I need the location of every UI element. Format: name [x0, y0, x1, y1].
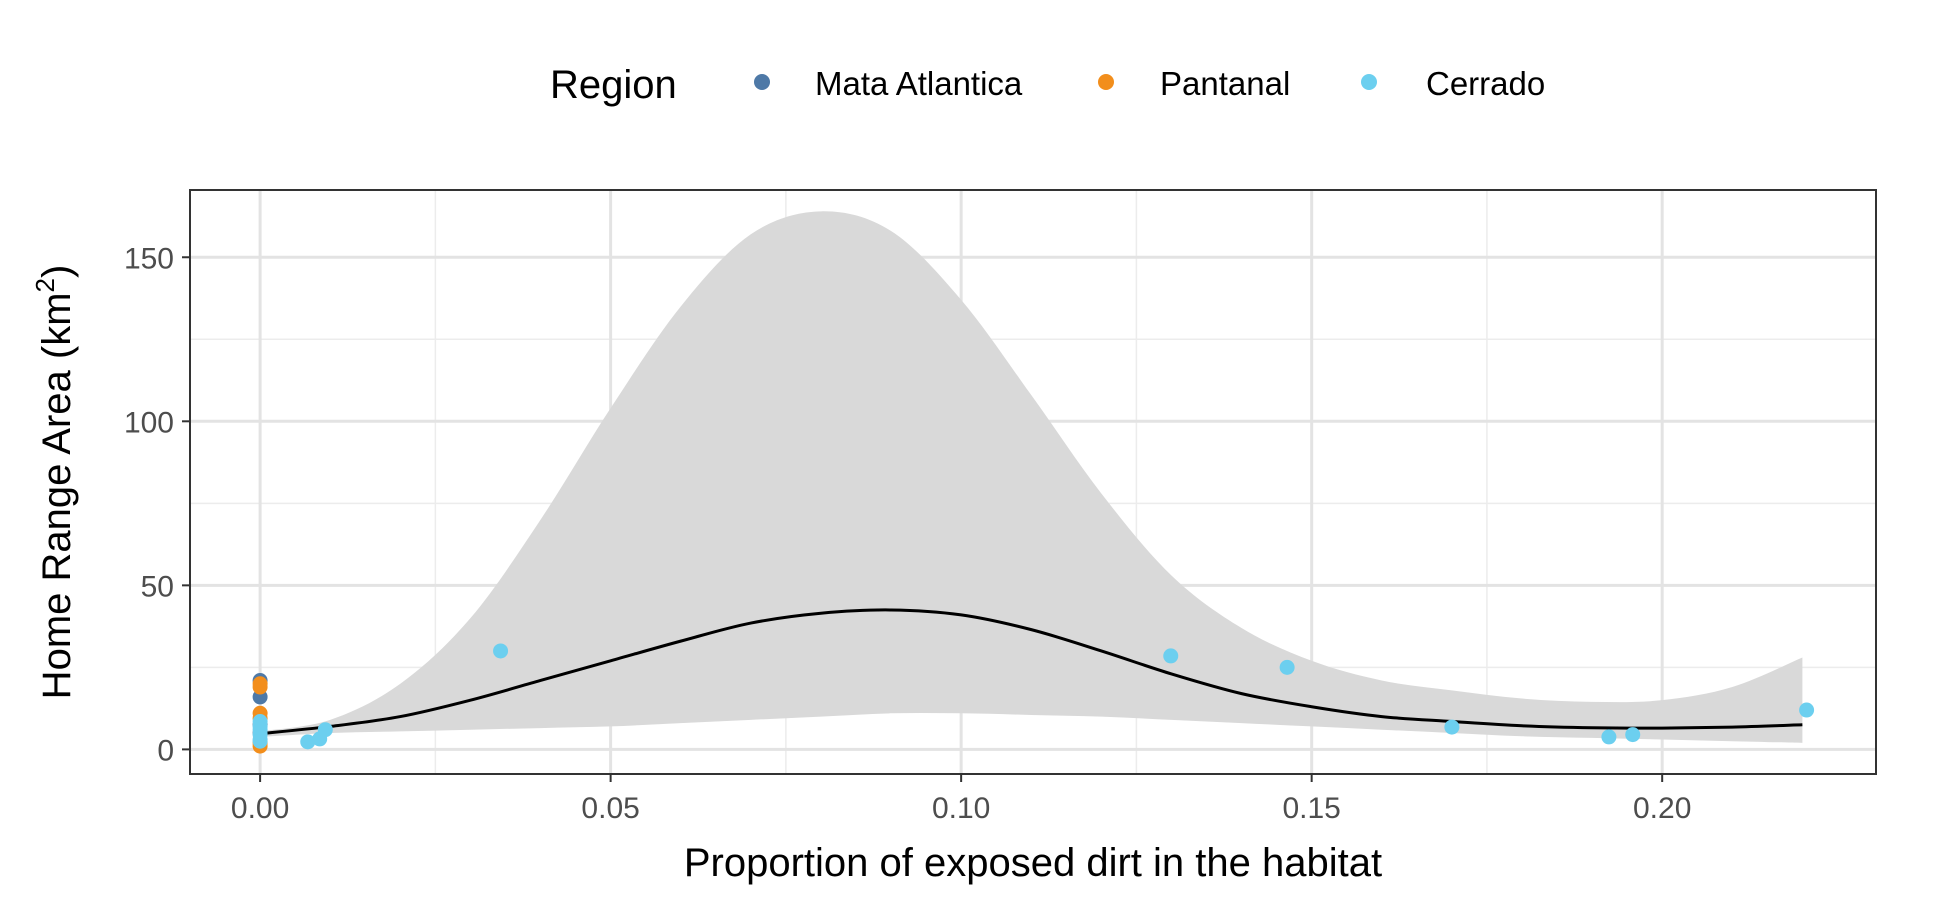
y-axis-title: Home Range Area (km2) — [30, 265, 79, 700]
x-axis-title: Proportion of exposed dirt in the habita… — [684, 841, 1382, 885]
x-tick-label: 0.00 — [231, 792, 289, 825]
x-tick-label: 0.20 — [1633, 792, 1691, 825]
legend: Region Mata Atlantica Pantanal Cerrado — [550, 63, 1545, 107]
x-axis: 0.00 0.05 0.10 0.15 0.20 — [231, 774, 1691, 825]
point-pantanal — [252, 679, 268, 695]
y-tick-label: 50 — [141, 570, 174, 603]
plot-panel — [189, 189, 1877, 775]
panel-border — [189, 189, 1877, 775]
point-cerrado — [493, 643, 509, 659]
smooth-line — [259, 608, 1803, 736]
point-cerrado — [1799, 702, 1815, 718]
x-tick-label: 0.05 — [581, 792, 639, 825]
y-tick-label: 100 — [124, 406, 174, 439]
point-cerrado — [1163, 648, 1179, 664]
point-cerrado — [1625, 727, 1641, 743]
y-axis-title-close: ) — [35, 265, 79, 278]
legend-key-mata-atlantica — [754, 74, 770, 90]
legend-items: Mata Atlantica Pantanal Cerrado — [754, 65, 1545, 102]
data-points — [252, 643, 1815, 754]
x-tick-label: 0.10 — [932, 792, 990, 825]
y-axis-title-main: Home Range Area (km — [35, 292, 79, 699]
x-tick-label: 0.15 — [1282, 792, 1340, 825]
legend-label-mata-atlantica: Mata Atlantica — [815, 65, 1023, 102]
point-cerrado — [1601, 729, 1617, 745]
legend-label-cerrado: Cerrado — [1426, 65, 1545, 102]
point-cerrado — [252, 733, 268, 749]
point-cerrado — [1279, 659, 1295, 675]
y-tick-label: 150 — [124, 242, 174, 275]
legend-key-pantanal — [1098, 74, 1114, 90]
legend-key-cerrado — [1361, 74, 1377, 90]
legend-title: Region — [550, 63, 677, 107]
legend-label-pantanal: Pantanal — [1160, 65, 1290, 102]
point-cerrado — [317, 722, 333, 738]
y-tick-label: 0 — [157, 734, 174, 767]
point-cerrado — [1444, 719, 1460, 735]
point-cerrado — [300, 734, 316, 750]
y-axis: 0 50 100 150 — [124, 242, 190, 767]
confidence-ribbon — [260, 211, 1803, 743]
y-axis-title-superscript: 2 — [30, 278, 60, 292]
